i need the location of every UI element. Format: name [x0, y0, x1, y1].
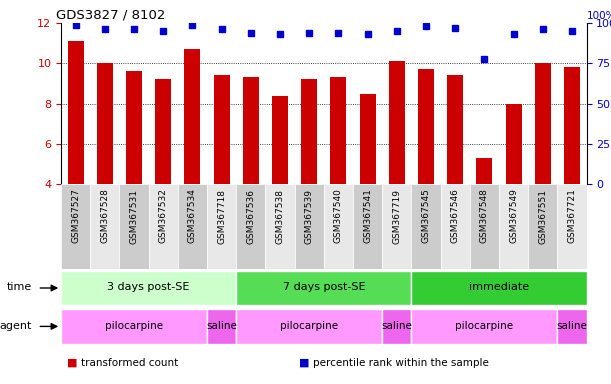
- Text: GSM367527: GSM367527: [71, 189, 80, 243]
- Bar: [470, 184, 499, 269]
- Bar: [441, 184, 470, 269]
- Text: percentile rank within the sample: percentile rank within the sample: [313, 358, 489, 368]
- Bar: [61, 271, 236, 305]
- Bar: [411, 184, 441, 269]
- Bar: [185, 49, 200, 184]
- Bar: [535, 63, 551, 184]
- Bar: [126, 71, 142, 184]
- Text: saline: saline: [557, 321, 587, 331]
- Bar: [324, 184, 353, 269]
- Bar: [243, 78, 259, 184]
- Text: ■: ■: [67, 358, 78, 368]
- Bar: [353, 184, 382, 269]
- Text: GSM367534: GSM367534: [188, 189, 197, 243]
- Bar: [418, 70, 434, 184]
- Bar: [236, 271, 411, 305]
- Bar: [528, 184, 557, 269]
- Bar: [272, 96, 288, 184]
- Text: GSM367536: GSM367536: [246, 189, 255, 243]
- Bar: [61, 184, 90, 269]
- Bar: [120, 184, 148, 269]
- Bar: [178, 184, 207, 269]
- Bar: [97, 63, 113, 184]
- Bar: [505, 104, 522, 184]
- Bar: [447, 76, 463, 184]
- Bar: [90, 184, 120, 269]
- Bar: [499, 184, 528, 269]
- Text: GSM367541: GSM367541: [363, 189, 372, 243]
- Text: saline: saline: [207, 321, 237, 331]
- Bar: [564, 68, 580, 184]
- Text: GSM367549: GSM367549: [509, 189, 518, 243]
- Text: pilocarpine: pilocarpine: [105, 321, 163, 331]
- Text: GSM367718: GSM367718: [217, 189, 226, 243]
- Text: transformed count: transformed count: [81, 358, 178, 368]
- Bar: [214, 76, 230, 184]
- Bar: [411, 271, 587, 305]
- Text: GSM367531: GSM367531: [130, 189, 139, 243]
- Bar: [411, 309, 557, 344]
- Text: GSM367540: GSM367540: [334, 189, 343, 243]
- Text: GSM367546: GSM367546: [451, 189, 459, 243]
- Text: GSM367721: GSM367721: [568, 189, 576, 243]
- Text: GSM367719: GSM367719: [392, 189, 401, 243]
- Bar: [477, 158, 492, 184]
- Bar: [389, 61, 405, 184]
- Bar: [557, 184, 587, 269]
- Bar: [236, 184, 265, 269]
- Text: GSM367539: GSM367539: [305, 189, 313, 243]
- Bar: [295, 184, 324, 269]
- Bar: [207, 184, 236, 269]
- Text: GSM367545: GSM367545: [422, 189, 431, 243]
- Bar: [148, 184, 178, 269]
- Bar: [382, 309, 411, 344]
- Bar: [360, 94, 376, 184]
- Text: GDS3827 / 8102: GDS3827 / 8102: [56, 9, 165, 22]
- Text: pilocarpine: pilocarpine: [455, 321, 513, 331]
- Bar: [557, 309, 587, 344]
- Bar: [68, 41, 84, 184]
- Text: GSM367538: GSM367538: [276, 189, 285, 243]
- Text: GSM367548: GSM367548: [480, 189, 489, 243]
- Text: immediate: immediate: [469, 282, 529, 292]
- Text: agent: agent: [0, 321, 32, 331]
- Text: time: time: [7, 282, 32, 292]
- Text: saline: saline: [381, 321, 412, 331]
- Bar: [155, 79, 171, 184]
- Text: 100%: 100%: [587, 12, 611, 22]
- Bar: [207, 309, 236, 344]
- Text: 3 days post-SE: 3 days post-SE: [108, 282, 190, 292]
- Bar: [331, 78, 346, 184]
- Text: GSM367551: GSM367551: [538, 189, 547, 243]
- Text: GSM367532: GSM367532: [159, 189, 168, 243]
- Bar: [61, 309, 207, 344]
- Bar: [301, 79, 317, 184]
- Bar: [236, 309, 382, 344]
- Text: GSM367528: GSM367528: [100, 189, 109, 243]
- Bar: [382, 184, 411, 269]
- Text: 7 days post-SE: 7 days post-SE: [282, 282, 365, 292]
- Text: pilocarpine: pilocarpine: [280, 321, 338, 331]
- Text: ■: ■: [299, 358, 310, 368]
- Bar: [265, 184, 295, 269]
